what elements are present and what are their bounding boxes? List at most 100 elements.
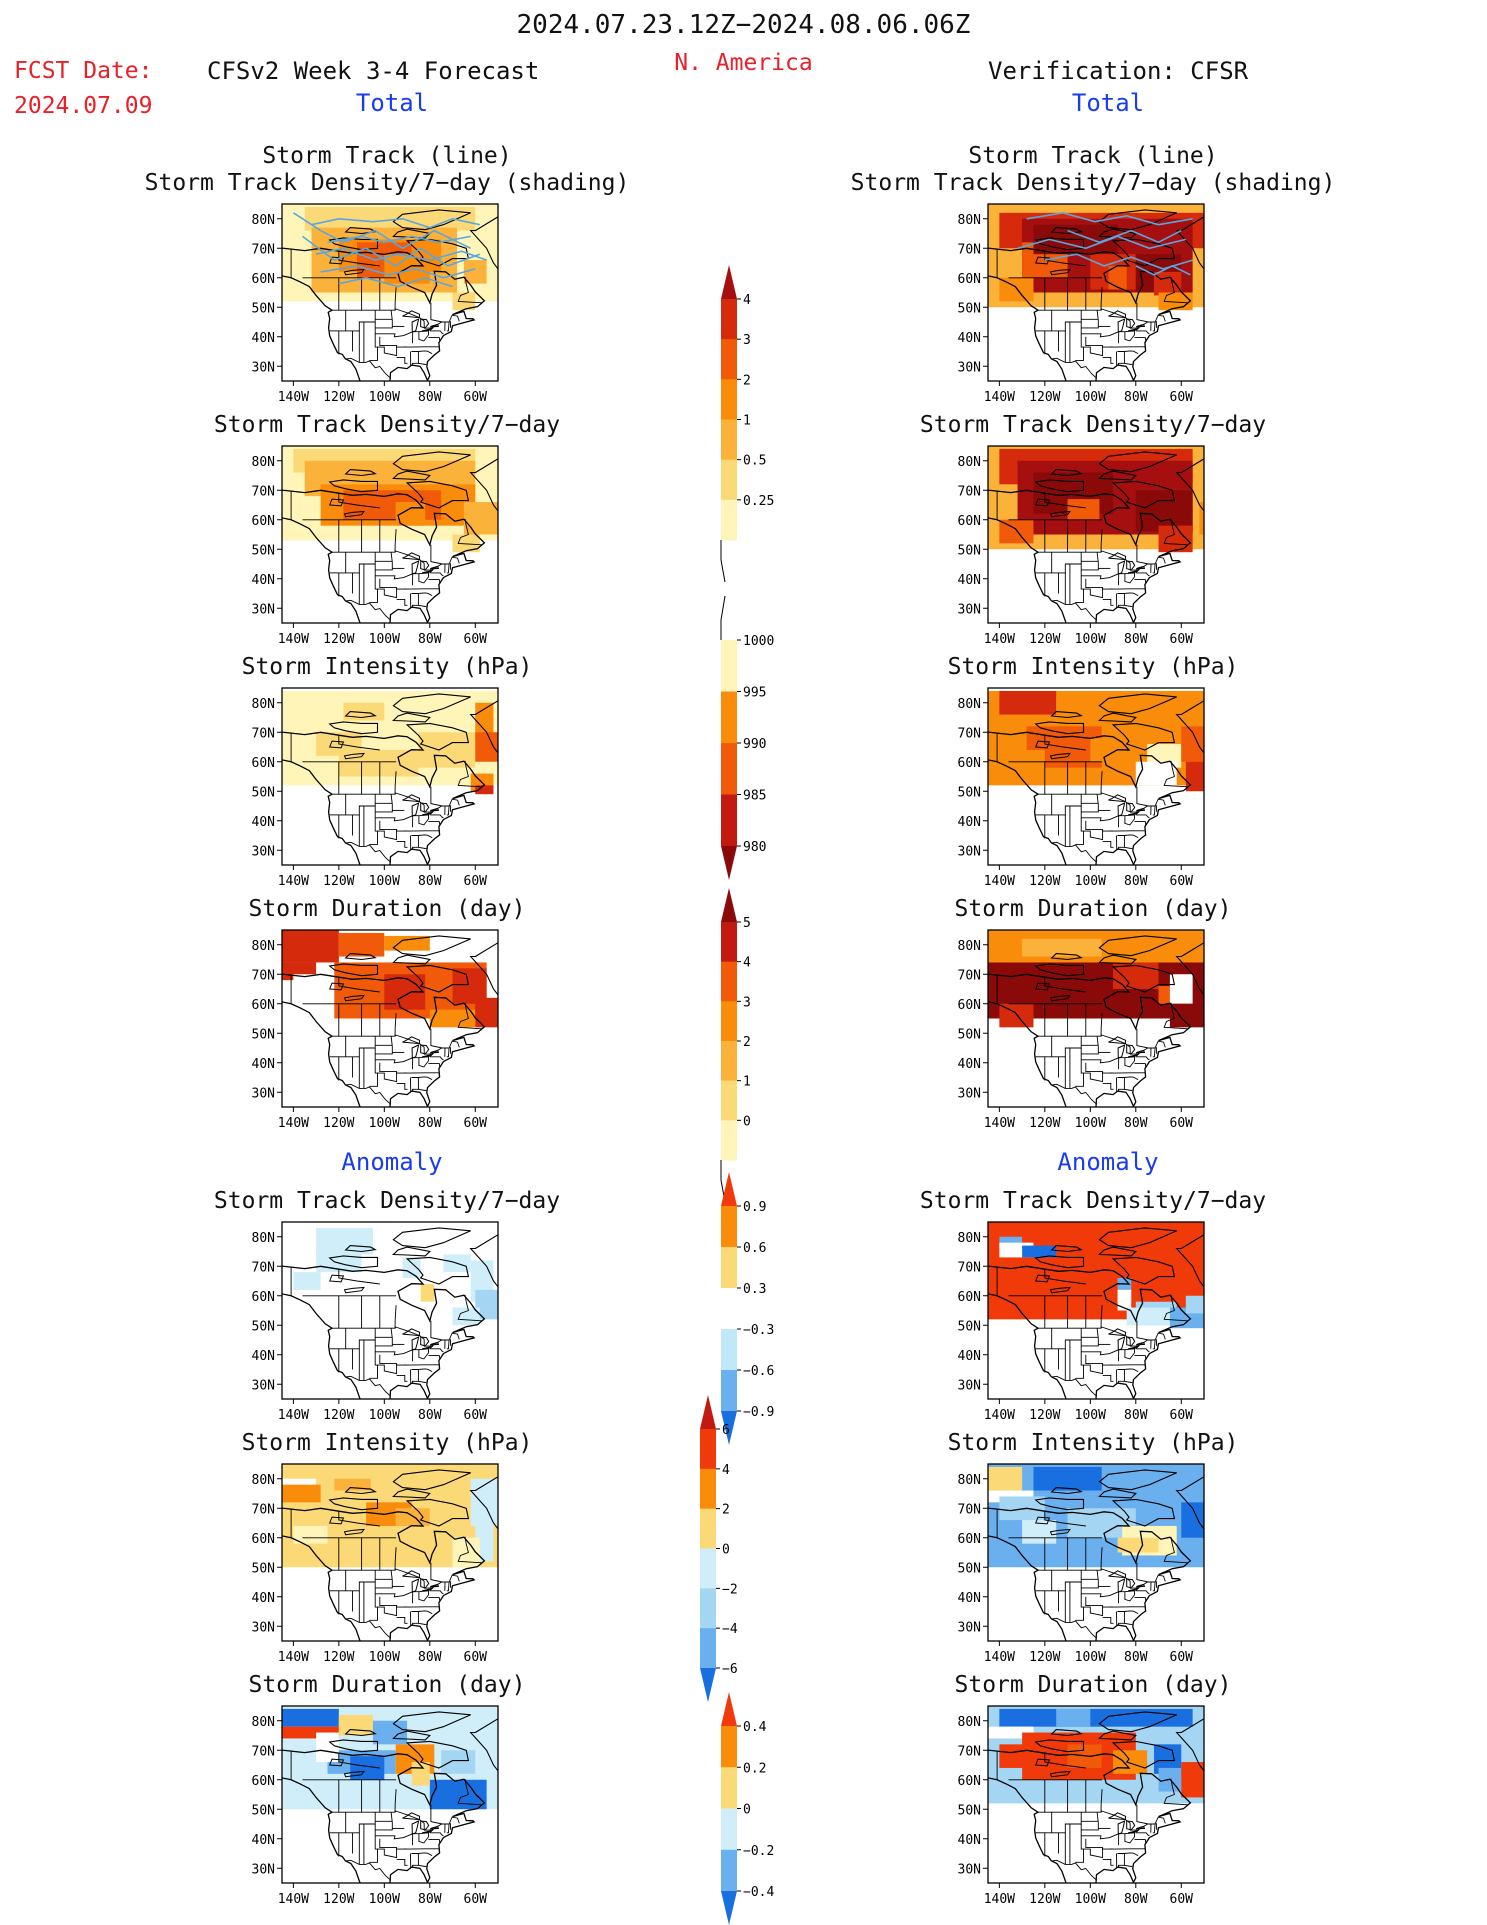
state-boundary bbox=[1124, 572, 1136, 584]
island-outline bbox=[1111, 238, 1176, 267]
island-outline bbox=[392, 1711, 471, 1733]
map-frame bbox=[987, 1705, 1205, 1884]
state-boundary bbox=[1083, 829, 1104, 841]
lake-outline bbox=[328, 256, 345, 265]
lat-tick-label: 30N bbox=[252, 1086, 275, 1101]
state-boundary bbox=[375, 310, 393, 329]
map-frame bbox=[281, 1221, 499, 1400]
state-boundary bbox=[418, 814, 430, 826]
map-frame bbox=[987, 929, 1205, 1108]
field-cell bbox=[338, 1714, 373, 1736]
island-outline bbox=[392, 1730, 431, 1741]
lat-tick-label: 30N bbox=[958, 1378, 981, 1393]
state-boundary bbox=[1136, 1028, 1149, 1049]
lat-tick-label: 70N bbox=[958, 968, 981, 983]
lat-tick-label: 40N bbox=[252, 1349, 275, 1364]
lon-tick-label: 80W bbox=[1124, 1408, 1148, 1423]
state-boundary bbox=[332, 550, 460, 571]
island-outline bbox=[1050, 1245, 1083, 1253]
state-boundary bbox=[1124, 330, 1136, 342]
lat-tick-label: 80N bbox=[958, 939, 981, 954]
lon-tick-label: 140W bbox=[984, 874, 1015, 889]
state-boundary bbox=[1150, 805, 1156, 815]
state-boundary bbox=[1124, 1622, 1133, 1625]
colorbar-label: −0.3 bbox=[743, 1323, 774, 1338]
island-outline bbox=[405, 1498, 470, 1527]
field-cell bbox=[1117, 1537, 1159, 1553]
field-cell bbox=[1181, 1502, 1204, 1538]
lat-tick-label: 40N bbox=[252, 1591, 275, 1606]
state-boundary bbox=[1136, 302, 1149, 323]
coastline bbox=[988, 973, 1192, 1107]
lon-tick-label: 80W bbox=[1124, 1116, 1148, 1131]
colorbar-label: 4 bbox=[722, 1463, 730, 1478]
field-cell bbox=[282, 1484, 321, 1503]
state-boundary bbox=[338, 1753, 380, 1769]
lat-tick-label: 80N bbox=[252, 1473, 275, 1488]
state-boundary bbox=[430, 544, 443, 565]
state-boundary bbox=[446, 1339, 450, 1350]
state-boundary bbox=[1134, 337, 1147, 342]
colorbar-arrow bbox=[721, 1172, 737, 1206]
state-boundary bbox=[412, 351, 419, 366]
state-boundary bbox=[1044, 1269, 1086, 1285]
state-boundary bbox=[345, 1083, 392, 1105]
lake-outline bbox=[1108, 1812, 1127, 1821]
colorbar-swatch bbox=[721, 1849, 737, 1892]
colorbar-label: 3 bbox=[743, 333, 751, 348]
lat-tick-label: 30N bbox=[958, 1862, 981, 1877]
state-boundary bbox=[1163, 1002, 1189, 1030]
panel-title: Storm Track Density/7−day (shading) bbox=[851, 170, 1336, 196]
colorbar-label: 0.2 bbox=[743, 1761, 766, 1776]
field-cell bbox=[420, 1283, 435, 1302]
lon-tick-label: 100W bbox=[369, 632, 400, 647]
lat-tick-label: 70N bbox=[958, 1502, 981, 1517]
field-cell bbox=[999, 519, 1034, 544]
lake-outline bbox=[1117, 1044, 1126, 1059]
state-boundary bbox=[1044, 251, 1086, 267]
lake-outline bbox=[411, 560, 420, 575]
state-boundary bbox=[1163, 1778, 1189, 1806]
colorbar-label: 2 bbox=[743, 1035, 751, 1050]
lon-tick-label: 100W bbox=[369, 1650, 400, 1665]
state-boundary bbox=[457, 1778, 483, 1806]
field-cell bbox=[475, 785, 494, 798]
lon-tick-label: 140W bbox=[984, 632, 1015, 647]
field-cell bbox=[1117, 513, 1136, 535]
state-boundary bbox=[1117, 1610, 1139, 1614]
state-boundary bbox=[1038, 792, 1166, 813]
colorbar-label: 0.9 bbox=[743, 1200, 766, 1215]
lake-outline bbox=[1108, 1570, 1127, 1579]
lon-tick-label: 120W bbox=[1029, 1650, 1060, 1665]
colorbar-swatch bbox=[721, 640, 737, 692]
island-outline bbox=[1111, 480, 1176, 509]
storm-track-line bbox=[292, 212, 472, 250]
lake-outline bbox=[1049, 510, 1071, 518]
lake-outline bbox=[1127, 811, 1140, 816]
island-outline bbox=[344, 1487, 377, 1495]
lake-outline bbox=[1049, 1286, 1071, 1294]
lon-tick-label: 120W bbox=[1029, 390, 1060, 405]
state-boundary bbox=[412, 1369, 419, 1384]
state-boundary bbox=[430, 786, 443, 807]
lake-outline bbox=[328, 1274, 345, 1283]
lake-outline bbox=[402, 794, 421, 803]
field-cell bbox=[384, 935, 430, 951]
field-cell bbox=[1113, 1750, 1148, 1774]
field-cell bbox=[475, 997, 498, 1028]
lon-tick-label: 140W bbox=[984, 390, 1015, 405]
storm-track-line bbox=[1017, 235, 1186, 250]
colorbar-swatch bbox=[700, 1588, 716, 1629]
field-cell bbox=[1022, 938, 1102, 957]
state-boundary bbox=[430, 1320, 443, 1341]
colorbar-label: 0.5 bbox=[743, 454, 766, 469]
colorbar-duration: 5 4 3 2 1 0 bbox=[720, 888, 751, 1203]
lon-tick-label: 140W bbox=[278, 1892, 309, 1907]
field-cell bbox=[463, 260, 487, 284]
colorbar-label: 0 bbox=[743, 1114, 751, 1129]
state-boundary bbox=[1118, 835, 1125, 850]
colorbar-label: −6 bbox=[722, 1662, 738, 1677]
lat-tick-label: 60N bbox=[252, 514, 275, 529]
state-boundary bbox=[1163, 276, 1189, 304]
state-boundary bbox=[444, 1047, 450, 1057]
